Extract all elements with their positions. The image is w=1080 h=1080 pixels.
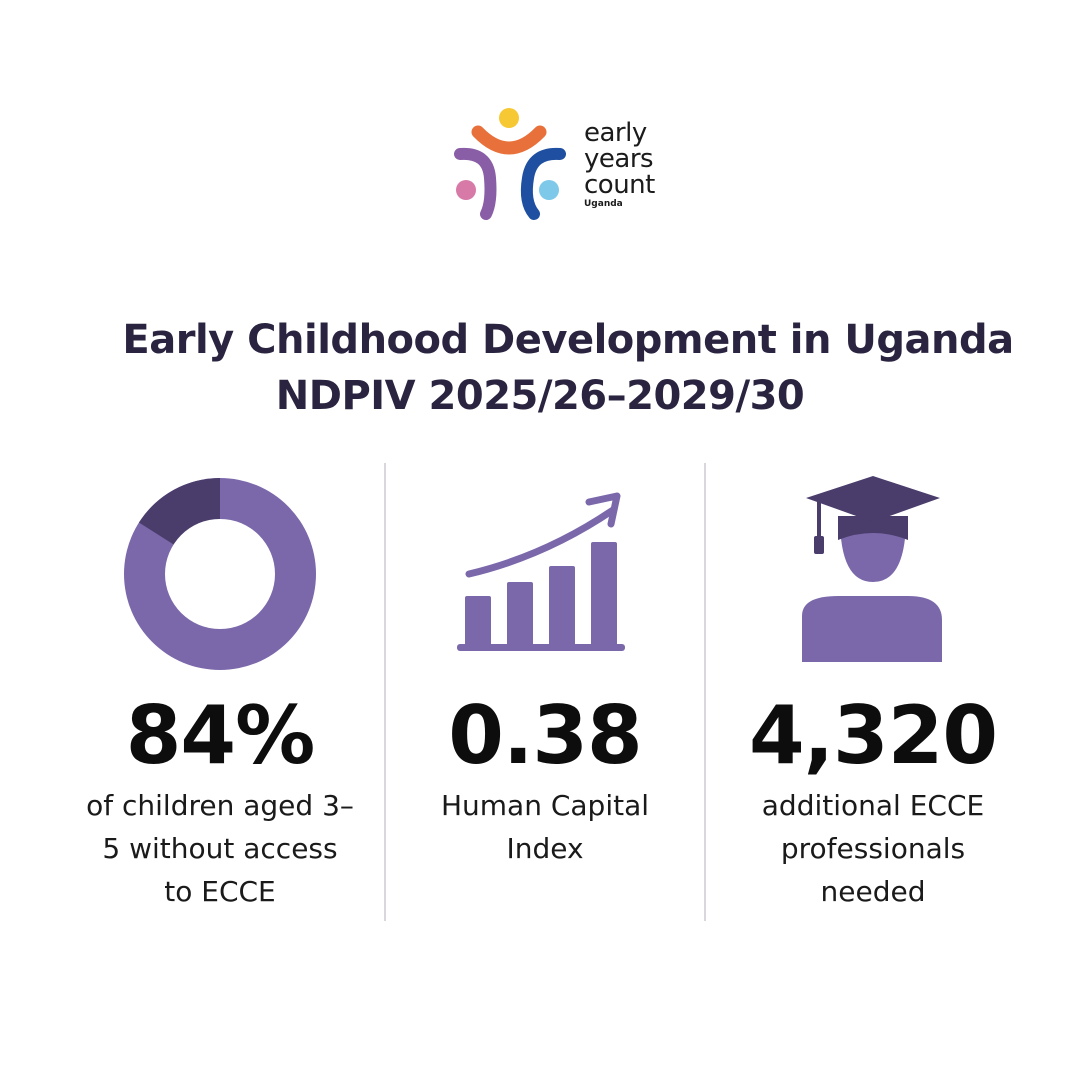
stat-human-capital-index: 0.38 Human Capital Index — [384, 470, 706, 940]
cap-tassel — [814, 536, 824, 554]
stat-ecce-access: 84% of children aged 3– 5 without access… — [50, 470, 390, 940]
stat-label: Human Capital Index — [384, 784, 706, 870]
logo-country: Uganda — [584, 199, 623, 209]
page-title: Early Childhood Development in Uganda ND… — [0, 312, 1080, 424]
logo-line-early: early — [584, 118, 647, 148]
growth-bar-3 — [549, 566, 575, 646]
graduate-icon — [802, 476, 942, 662]
stat-label: of children aged 3– 5 without access to … — [50, 784, 390, 913]
growth-bar-4 — [591, 542, 617, 646]
early-years-count-logo-icon — [454, 108, 566, 220]
brand-logo: early years count Uganda — [448, 104, 678, 228]
growth-arrow-head — [585, 492, 621, 528]
donut-chart-icon — [124, 478, 316, 670]
stat-label-line: 5 without access — [102, 832, 338, 865]
stat-value: 0.38 — [448, 689, 642, 782]
growth-bar-2 — [507, 582, 533, 646]
growth-bar-1 — [465, 596, 491, 646]
stat-label-line: professionals — [780, 832, 966, 865]
title-line-1: Early Childhood Development in Uganda — [122, 317, 1014, 363]
column-divider-2 — [704, 463, 706, 921]
cap-band — [838, 516, 908, 540]
graduate-shoulders — [802, 596, 942, 662]
stat-value: 4,320 — [748, 689, 998, 782]
column-divider-1 — [384, 463, 386, 921]
stat-label-line: needed — [820, 875, 926, 908]
stat-ecce-professionals: 4,320 additional ECCE professionals need… — [706, 470, 1040, 940]
stat-label-line: Index — [506, 832, 584, 865]
stat-label: additional ECCE professionals needed — [706, 784, 1040, 913]
cap-board — [806, 476, 940, 522]
title-line-2: NDPIV 2025/26–2029/30 — [275, 373, 805, 419]
logo-line-count: count — [584, 170, 655, 200]
stat-label-line: additional ECCE — [761, 789, 985, 822]
stat-value: 84% — [125, 689, 315, 782]
logo-line-years: years — [584, 144, 654, 174]
stat-label-line: to ECCE — [164, 875, 276, 908]
donut-hole — [165, 519, 275, 629]
logo-wordmark: early years count Uganda — [584, 120, 655, 210]
growth-baseline — [457, 644, 625, 651]
stat-label-line: Human Capital — [440, 789, 650, 822]
growth-arrow-line — [465, 506, 617, 578]
bar-chart-growth-icon — [457, 492, 625, 651]
stat-label-line: of children aged 3– — [86, 789, 354, 822]
